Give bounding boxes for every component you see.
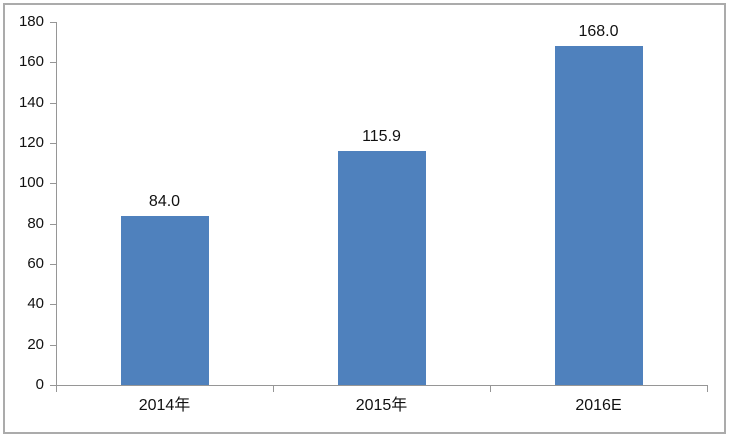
bar-value-label: 84.0 (148, 192, 181, 210)
bar-2016E (554, 46, 643, 385)
y-axis-tick-label: 80 (27, 215, 44, 232)
y-axis-tick-label: 140 (18, 94, 44, 111)
y-axis-tick-label: 60 (27, 255, 44, 272)
x-axis-tick (56, 385, 57, 392)
x-axis-category-label: 2014年 (138, 397, 191, 414)
y-axis-tick (50, 183, 56, 184)
y-axis-tick (50, 264, 56, 265)
x-axis-tick (490, 385, 491, 392)
x-axis-tick (707, 385, 708, 392)
y-axis-tick-label: 180 (18, 13, 44, 30)
y-axis-tick-label: 100 (18, 174, 44, 191)
y-axis-tick (50, 103, 56, 104)
bar-value-label: 168.0 (578, 23, 619, 41)
y-axis-tick (50, 22, 56, 23)
x-axis-category-label: 2016E (575, 397, 622, 414)
y-axis-tick-label: 20 (27, 336, 44, 353)
x-axis-tick (273, 385, 274, 392)
bar-2015年 (337, 151, 426, 385)
y-axis-tick-label: 160 (18, 53, 44, 70)
x-axis-line (56, 385, 708, 386)
y-axis-tick (50, 385, 56, 386)
y-axis-line (56, 22, 57, 385)
y-axis-tick (50, 304, 56, 305)
y-axis-tick-label: 40 (27, 295, 44, 312)
y-axis-tick-label: 120 (18, 134, 44, 151)
bar-2014年 (120, 215, 209, 385)
y-axis-tick-label: 0 (35, 376, 44, 393)
y-axis-tick (50, 143, 56, 144)
bar-value-label: 115.9 (362, 128, 401, 146)
y-axis-tick (50, 345, 56, 346)
y-axis-tick (50, 224, 56, 225)
x-axis-category-label: 2015年 (355, 397, 408, 414)
y-axis-tick (50, 62, 56, 63)
